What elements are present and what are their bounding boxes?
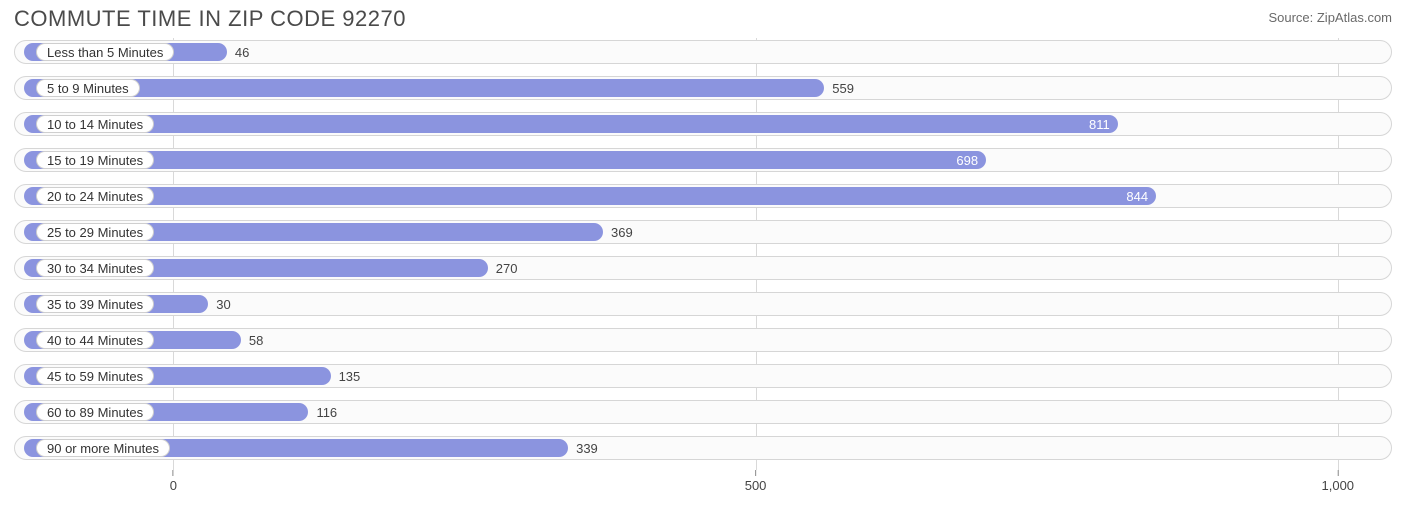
bar-row: 369 25 to 29 Minutes [10,218,1396,246]
bar-row: 811 10 to 14 Minutes [10,110,1396,138]
category-pill: 25 to 29 Minutes [36,223,154,241]
chart-source: Source: ZipAtlas.com [1268,6,1392,25]
bar-value-label: 559 [832,74,854,102]
bar-value-label: 844 [1126,182,1148,210]
category-pill: 35 to 39 Minutes [36,295,154,313]
bar-row: 559 5 to 9 Minutes [10,74,1396,102]
category-pill: 15 to 19 Minutes [36,151,154,169]
chart-header: COMMUTE TIME IN ZIP CODE 92270 Source: Z… [10,6,1396,38]
bar-fill [24,79,824,97]
category-pill: 30 to 34 Minutes [36,259,154,277]
category-pill: 90 or more Minutes [36,439,170,457]
bar-row: 30 35 to 39 Minutes [10,290,1396,318]
bar-fill [24,115,1118,133]
x-axis: 0 500 1,000 [10,470,1396,500]
x-axis-tick: 0 [170,470,177,493]
category-pill: 45 to 59 Minutes [36,367,154,385]
category-pill: 40 to 44 Minutes [36,331,154,349]
bar-row: 270 30 to 34 Minutes [10,254,1396,282]
bar-value-label: 116 [316,398,337,426]
bar-fill [24,151,986,169]
tick-label: 1,000 [1321,478,1354,493]
bar-value-label: 270 [496,254,518,282]
x-axis-tick: 1,000 [1321,470,1354,493]
bar-value-label: 30 [216,290,230,318]
bar-row: 844 20 to 24 Minutes [10,182,1396,210]
bar-value-label: 135 [339,362,361,390]
bar-value-label: 698 [956,146,978,174]
bar-row: 698 15 to 19 Minutes [10,146,1396,174]
bar-value-label: 58 [249,326,263,354]
tick-mark [1337,470,1338,476]
bar-value-label: 811 [1089,110,1110,138]
tick-mark [173,470,174,476]
chart-plot-area: 46 Less than 5 Minutes 559 5 to 9 Minutes 81… [10,38,1396,500]
bar-row: 116 60 to 89 Minutes [10,398,1396,426]
bar-value-label: 369 [611,218,633,246]
category-pill: 5 to 9 Minutes [36,79,140,97]
bar-value-label: 46 [235,38,249,66]
bar-value-label: 339 [576,434,598,462]
bar-row: 135 45 to 59 Minutes [10,362,1396,390]
category-pill: 10 to 14 Minutes [36,115,154,133]
category-pill: Less than 5 Minutes [36,43,174,61]
bar-row: 46 Less than 5 Minutes [10,38,1396,66]
tick-label: 500 [745,478,767,493]
x-axis-tick: 500 [745,470,767,493]
bar-row: 339 90 or more Minutes [10,434,1396,462]
bar-row: 58 40 to 44 Minutes [10,326,1396,354]
tick-mark [755,470,756,476]
chart-title: COMMUTE TIME IN ZIP CODE 92270 [14,6,406,32]
tick-label: 0 [170,478,177,493]
category-pill: 60 to 89 Minutes [36,403,154,421]
bar-fill [24,187,1156,205]
chart-container: COMMUTE TIME IN ZIP CODE 92270 Source: Z… [0,0,1406,522]
category-pill: 20 to 24 Minutes [36,187,154,205]
